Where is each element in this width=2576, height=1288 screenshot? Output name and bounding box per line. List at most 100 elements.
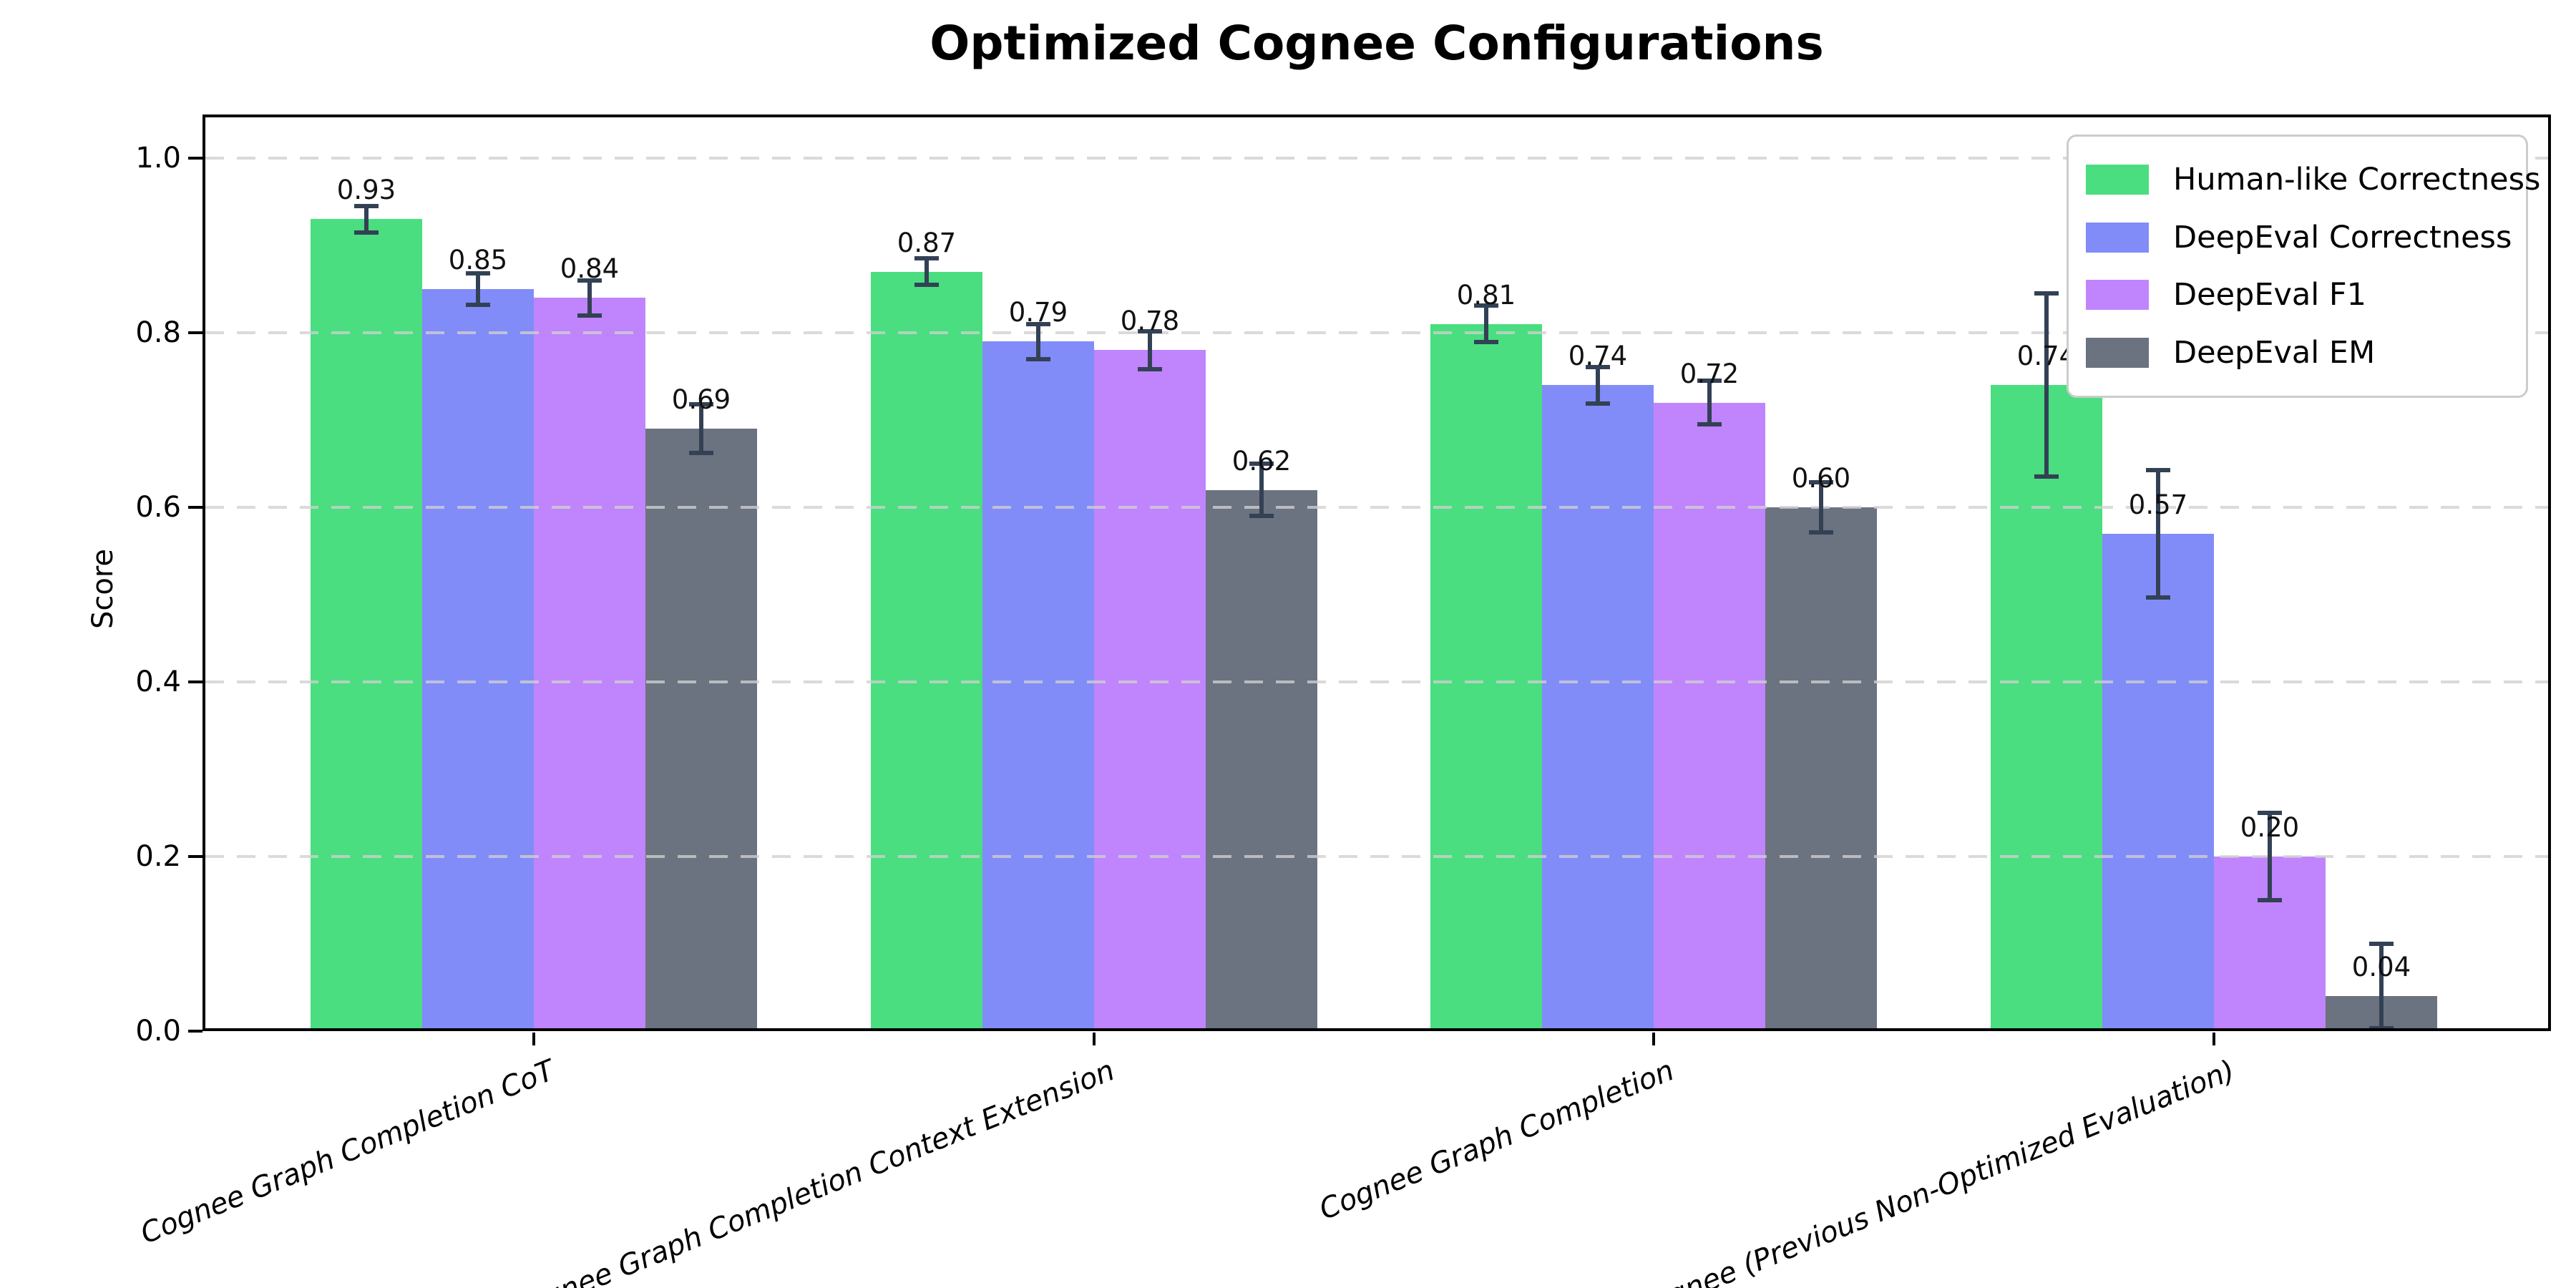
bar-value-label: 0.74 [1568,341,1628,372]
error-bar-cap [1026,356,1050,361]
error-bar-cap [1249,514,1274,519]
x-tick-label: Cognee Graph Completion [1314,1054,1679,1227]
bar-human-like-correctness-group4 [1991,385,2102,1031]
legend-swatch-deepeval-correctness [2086,222,2149,253]
error-bar [476,273,480,305]
bar-value-label: 0.93 [336,175,396,206]
error-bar-cap [1586,401,1610,406]
error-bar-cap [1026,321,1050,326]
y-tick-label: 0.2 [135,840,181,873]
error-bar [924,258,929,285]
error-bar [2156,469,2160,597]
error-bar-cap [1586,364,1610,369]
error-bar [1819,482,1823,533]
x-tick [532,1033,535,1045]
error-bar-cap [1697,422,1722,427]
error-bar [2379,944,2384,1029]
y-tick [188,331,203,334]
y-tick-label: 0.0 [135,1015,181,1048]
error-bar-cap [466,271,490,276]
bar-value-label: 0.60 [1791,463,1851,494]
bar-value-label: 0.72 [1679,358,1740,389]
bar-value-label: 0.81 [1456,279,1516,311]
error-bar-cap [1697,379,1722,384]
error-bar-cap [577,313,602,318]
bar-value-label: 0.79 [1008,297,1068,328]
error-bar [587,280,592,316]
bar-value-label: 0.87 [897,227,957,258]
error-bar-cap [466,302,490,307]
error-bar-cap [2034,291,2059,296]
error-bar-cap [914,282,939,287]
error-bar-cap [1249,462,1274,466]
bar-value-label: 0.62 [1231,445,1292,477]
legend-row: DeepEval EM [2086,335,2509,371]
error-bar [1036,323,1040,359]
error-bar-cap [689,402,713,407]
y-tick-label: 0.4 [135,665,181,698]
x-tick-label: Cognee Graph Completion CoT [135,1054,560,1251]
error-bar-cap [2258,811,2282,815]
error-bar-cap [2146,467,2170,472]
y-tick [188,1030,203,1033]
plot-area: 0.93 0.85 0.84 0.69 0.87 0.79 0.78 0.62 0.81 0.74… [203,114,2551,1031]
error-bar [1484,306,1488,343]
bar-value-label: 0.74 [2016,341,2077,372]
error-bar-cap [1809,479,1833,484]
x-tick [1652,1033,1655,1045]
chart-title: Optimized Cognee Configurations [930,16,1824,71]
error-bar [1596,366,1600,404]
top-spine [203,114,2551,117]
error-bar [2268,813,2272,900]
error-bar [1259,464,1264,517]
error-bar-cap [1809,530,1833,535]
gridline-1.0 [205,157,2548,160]
bar-human-like-correctness-group1 [311,219,422,1031]
gridline-0.8 [205,331,2548,334]
y-tick-label: 0.6 [135,491,181,524]
error-bar [1148,331,1152,370]
bar-deepeval-em-group2 [1206,489,1317,1031]
bar-deepeval-correctness-group4 [2102,533,2214,1031]
bar-human-like-correctness-group3 [1430,323,1542,1031]
error-bar-cap [354,204,379,209]
legend-label: Human-like Correctness [2173,162,2541,198]
y-axis-title: Score [87,548,120,630]
bar-deepeval-em-group3 [1765,507,1877,1031]
bar-deepeval-correctness-group2 [982,341,1094,1031]
bar-deepeval-f1-group2 [1094,350,1206,1031]
y-tick [188,680,203,683]
legend-row: DeepEval F1 [2086,277,2509,313]
legend-row: DeepEval Correctness [2086,219,2512,255]
bar-value-label: 0.20 [2240,812,2300,843]
bar-deepeval-f1-group3 [1654,402,1765,1031]
legend-row: Human-like Correctness [2086,162,2540,197]
bar-value-label: 0.04 [2351,952,2411,983]
error-bar-cap [1474,340,1498,345]
legend-label: DeepEval F1 [2173,277,2366,313]
bar-value-label: 0.69 [671,384,731,416]
error-bar [2044,293,2049,477]
legend-swatch-human-like-correctness [2086,165,2149,195]
bar-value-label: 0.78 [1120,306,1180,337]
legend: Human-like Correctness DeepEval Correctne… [2067,135,2540,398]
error-bar [1707,381,1712,425]
x-tick-label: Cognee Graph Completion Context Extensio… [504,1054,1120,1288]
error-bar-cap [2369,942,2394,946]
error-bar-cap [1138,328,1162,333]
error-bar-cap [354,230,379,235]
bar-human-like-correctness-group2 [871,271,982,1031]
bar-deepeval-em-group1 [645,429,757,1031]
bar-deepeval-correctness-group3 [1542,385,1654,1031]
bar-value-label: 0.57 [2128,489,2188,520]
legend-label: DeepEval Correctness [2173,219,2512,255]
x-axis-line [203,1028,2551,1031]
x-tick-label: Cognee (Previous Non-Optimized Evaluatio… [1628,1054,2240,1288]
gridline-0.4 [205,680,2548,683]
error-bar-cap [2146,595,2170,600]
bar-value-label: 0.85 [448,245,508,275]
gridline-0.6 [205,506,2548,509]
error-bar [699,404,703,454]
x-tick [2212,1033,2215,1045]
